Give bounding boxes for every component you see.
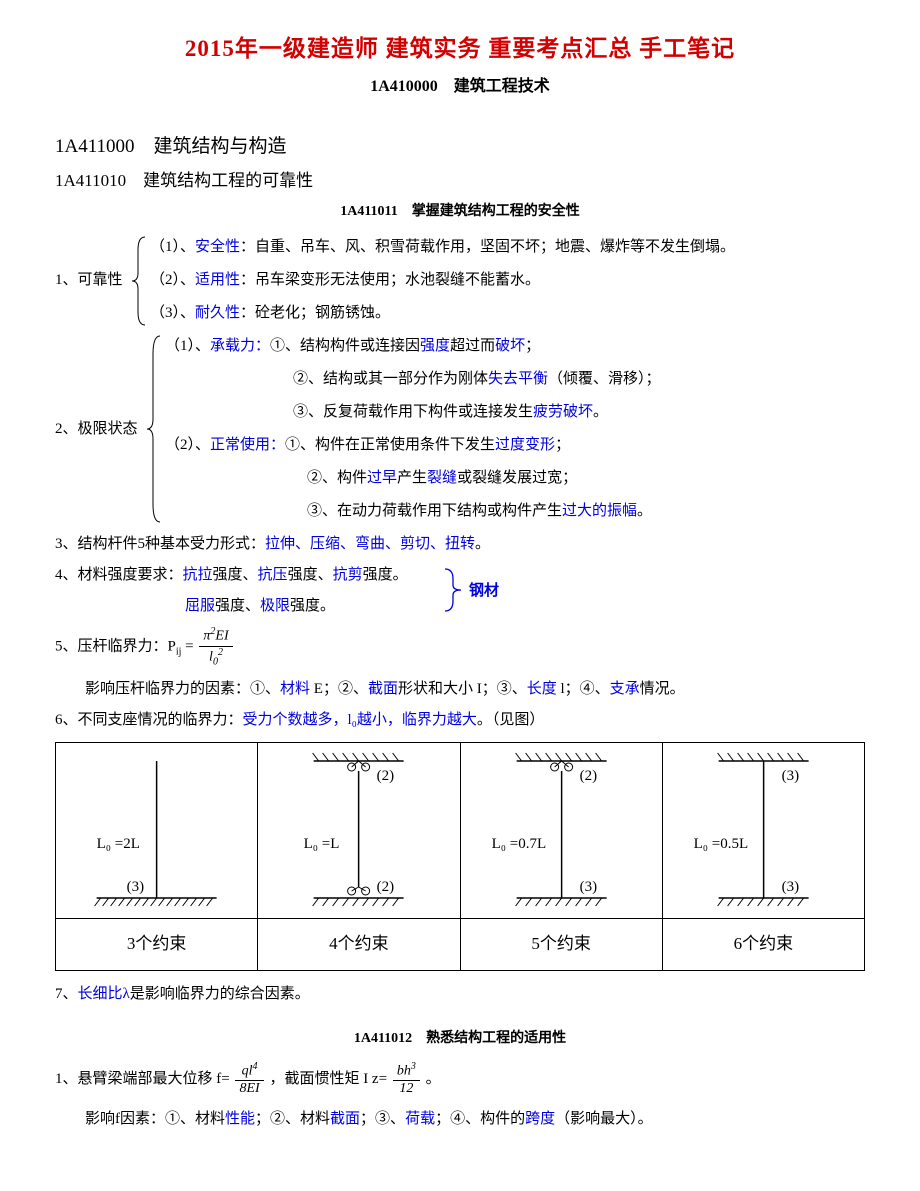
svg-text:(2): (2)	[579, 768, 597, 784]
svg-text:L₀ =0.5L: L₀ =0.5L	[693, 836, 748, 852]
column-diagram-1: L₀ =2L (3)	[56, 743, 257, 918]
svg-text:(3): (3)	[781, 768, 799, 784]
brace-icon	[145, 334, 165, 524]
reliability-item-1: （1）、安全性：自重、吊车、风、积雪荷载作用，坚固不坏；地震、爆炸等不发生倒塌。	[150, 234, 865, 261]
svg-text:(3): (3)	[781, 879, 799, 895]
section4-text: 熟悉结构工程的适用性	[426, 1031, 566, 1046]
diagram-cell-4: L₀ =0.5L (3) (3)	[663, 743, 864, 918]
sub-title: 1A410000 建筑工程技术	[55, 73, 865, 102]
diagram-label-row: 3个约束 4个约束 5个约束 6个约束	[55, 919, 865, 971]
limit-label: 2、极限状态	[55, 416, 145, 443]
section-1a411012: 1A411012 熟悉结构工程的适用性	[55, 1026, 865, 1051]
column-diagram-4: L₀ =0.5L (3) (3)	[663, 743, 864, 918]
diagram-container: L₀ =2L (3)	[55, 742, 865, 971]
section3-text: 掌握建筑结构工程的安全性	[412, 204, 580, 219]
svg-text:L₀ =0.7L: L₀ =0.7L	[491, 836, 546, 852]
section-1a411000: 1A411000 建筑结构与构造	[55, 130, 865, 164]
item-5-factors: 影响压杆临界力的因素：①、材料 E；②、截面形状和大小 I；③、长度 l；④、支…	[55, 676, 865, 703]
section4-code: 1A411012	[354, 1031, 412, 1046]
svg-text:(3): (3)	[127, 879, 145, 895]
limit-a-2: ②、结构或其一部分作为刚体失去平衡（倾覆、滑移）；	[165, 366, 865, 393]
diagram-grid: L₀ =2L (3)	[55, 742, 865, 919]
cantilever-formula: 1、悬臂梁端部最大位移 f= ql4 8EI ，截面惯性矩 I z= bh3 1…	[55, 1061, 865, 1098]
sub-text: 建筑工程技术	[454, 78, 550, 95]
limit-b-3: ③、在动力荷载作用下结构或构件产生过大的振幅。	[165, 498, 865, 525]
limit-state-block: 2、极限状态 （1）、承载力：①、结构构件或连接因强度超过而破坏； ②、结构或其…	[55, 333, 865, 525]
column-diagram-3: L₀ =0.7L (2) (3)	[461, 743, 662, 918]
diagram-label-4: 6个约束	[663, 919, 864, 970]
svg-text:L₀ =2L: L₀ =2L	[97, 836, 140, 852]
limit-b-1: （2）、正常使用：①、构件在正常使用条件下发生过度变形；	[165, 432, 865, 459]
reliability-item-2: （2）、适用性：吊车梁变形无法使用；水池裂缝不能蓄水。	[150, 267, 865, 294]
diagram-label-2: 4个约束	[258, 919, 460, 970]
column-diagram-2: L₀ =L (2) (2)	[258, 743, 459, 918]
reliability-item-3: （3）、耐久性：砼老化；钢筋锈蚀。	[150, 300, 865, 327]
diagram-label-3: 5个约束	[461, 919, 663, 970]
brace-icon	[130, 235, 150, 327]
diagram-cell-2: L₀ =L (2) (2)	[258, 743, 460, 918]
formula-f: ql4 8EI	[235, 1061, 263, 1098]
svg-text:(2): (2)	[377, 879, 395, 895]
diagram-cell-3: L₀ =0.7L (2) (3)	[461, 743, 663, 918]
reliability-label: 1、可靠性	[55, 267, 130, 294]
cantilever-factors: 影响f因素：①、材料性能；②、材料截面；③、荷载；④、构件的跨度（影响最大）。	[55, 1106, 865, 1133]
section1-text: 建筑结构与构造	[154, 136, 287, 157]
item-4-block: 4、材料强度要求：抗拉强度、抗压强度、抗剪强度。 屈服强度、极限强度。 钢材	[55, 562, 865, 620]
item-7: 7、长细比λ是影响临界力的综合因素。	[55, 981, 865, 1008]
svg-text:(2): (2)	[377, 768, 395, 784]
section2-code: 1A411010	[55, 171, 126, 190]
limit-a-3: ③、反复荷载作用下构件或连接发生疲劳破坏。	[165, 399, 865, 426]
formula-pij: π2EI l02	[199, 626, 232, 668]
main-title: 2015年一级建造师 建筑实务 重要考点汇总 手工笔记	[55, 28, 865, 69]
item-6: 6、不同支座情况的临界力：受力个数越多，l₀越小，临界力越大。（见图）	[55, 707, 865, 734]
formula-iz: bh3 12	[393, 1061, 420, 1098]
reliability-block: 1、可靠性 （1）、安全性：自重、吊车、风、积雪荷载作用，坚固不坏；地震、爆炸等…	[55, 234, 865, 327]
item-3: 3、结构杆件5种基本受力形式：拉伸、压缩、弯曲、剪切、扭转。	[55, 531, 865, 558]
diagram-cell-1: L₀ =2L (3)	[56, 743, 258, 918]
limit-b-2: ②、构件过早产生裂缝或裂缝发展过宽；	[165, 465, 865, 492]
section2-text: 建筑结构工程的可靠性	[143, 171, 313, 190]
section1-code: 1A411000	[55, 136, 135, 157]
section-1a411011: 1A411011 掌握建筑结构工程的安全性	[55, 199, 865, 224]
steel-brace-icon	[443, 565, 465, 615]
diagram-label-1: 3个约束	[56, 919, 258, 970]
section3-code: 1A411011	[340, 204, 398, 219]
item-5: 5、压杆临界力：Pij = π2EI l02	[55, 626, 865, 668]
svg-text:(3): (3)	[579, 879, 597, 895]
svg-text:L₀ =L: L₀ =L	[304, 836, 340, 852]
limit-a-1: （1）、承载力：①、结构构件或连接因强度超过而破坏；	[165, 333, 865, 360]
section-1a411010: 1A411010 建筑结构工程的可靠性	[55, 166, 865, 197]
sub-code: 1A410000	[370, 78, 438, 95]
steel-label: 钢材	[469, 578, 499, 605]
